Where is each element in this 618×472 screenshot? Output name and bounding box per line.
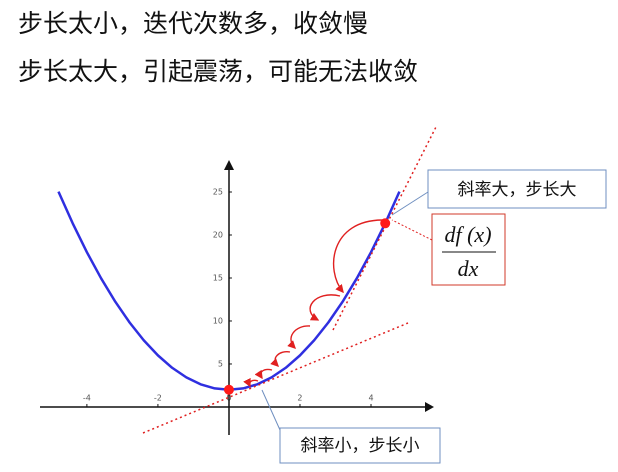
heading-line: 步长太大，引起震荡，可能无法收敛 [18,57,418,86]
callout-line [391,191,429,216]
x-tick-label: 4 [368,393,373,402]
callout-line [261,389,281,431]
numerator: df (x) [444,222,491,247]
callout-box [427,169,607,209]
y-tick-label: 15 [213,273,223,282]
x-tick-label: -2 [154,393,162,402]
tangent-flat [142,322,409,434]
callout-text: 斜率大，步长大 [458,180,577,200]
callout-text: 斜率小，步长小 [301,436,420,456]
x-tick-label: -4 [83,393,91,402]
iterate-point [380,218,391,229]
y-tick-label: 20 [213,230,223,239]
y-tick-label: 5 [218,359,223,368]
x-tick-label: 2 [297,393,302,402]
callout-box [279,427,441,464]
y-tick-label: 25 [213,188,223,197]
iterate-point [223,384,234,395]
callout-line [391,219,433,241]
y-arrow [224,160,234,170]
heading-line: 步长太小，迭代次数多，收敛慢 [18,9,368,38]
step-arcs [243,219,384,388]
y-tick-label: 10 [213,316,223,325]
x-arrow [425,402,434,412]
derivative-box [431,213,506,286]
denominator: dx [458,256,479,281]
tangent-steep [332,124,438,331]
